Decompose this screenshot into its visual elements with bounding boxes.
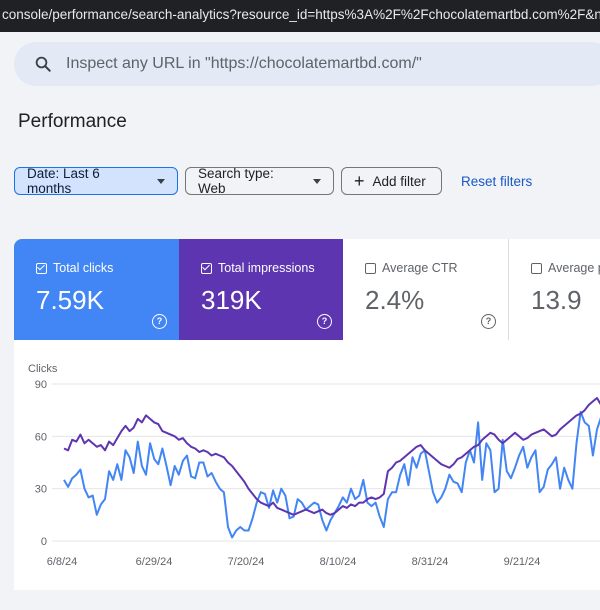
reset-filters-link[interactable]: Reset filters: [461, 174, 533, 189]
x-tick-label: 8/31/24: [412, 556, 449, 568]
page-title: Performance: [18, 111, 127, 132]
metric-card-total-clicks[interactable]: Total clicks 7.59K ?: [14, 239, 179, 340]
performance-chart: Clicks 0 30 60 90 6/8/24 6/29/24 7/20/24 8/10/…: [28, 363, 600, 568]
metric-value: 2.4%: [365, 285, 425, 315]
checkbox-checked-icon: [36, 262, 47, 274]
metric-card-total-impressions[interactable]: Total impressions 319K ?: [179, 239, 343, 340]
clicks-series-line: [63, 410, 600, 539]
add-filter-label: Add filter: [372, 173, 426, 189]
search-type-label: Search type: Web: [198, 166, 274, 196]
browser-url-bar[interactable]: console/performance/search-analytics?res…: [0, 0, 600, 32]
search-icon: [35, 56, 51, 72]
date-filter-chip[interactable]: Date: Last 6 months: [14, 166, 178, 196]
x-tick-label: 6/8/24: [47, 556, 78, 568]
x-tick-label: 9/21/24: [504, 556, 541, 568]
help-icon[interactable]: ?: [317, 314, 332, 329]
metric-value: 13.9: [531, 285, 582, 315]
impressions-series-line: [63, 397, 600, 516]
checkbox-unchecked-icon: [531, 262, 542, 274]
y-tick-label: 90: [35, 379, 47, 391]
metric-label: Average CTR: [382, 261, 458, 275]
filter-bar: Date: Last 6 months Search type: Web + A…: [0, 166, 600, 197]
metric-value: 319K: [201, 285, 262, 315]
help-icon[interactable]: ?: [481, 314, 496, 329]
checkbox-checked-icon: [201, 262, 212, 274]
y-tick-label: 60: [35, 431, 47, 443]
search-type-chip[interactable]: Search type: Web: [185, 166, 334, 196]
x-tick-label: 7/20/24: [228, 556, 265, 568]
metric-cards: Total clicks 7.59K ? Total impressions 3…: [14, 239, 600, 340]
performance-chart-panel: Clicks 0 30 60 90 6/8/24 6/29/24 7/20/24 8/10/…: [14, 340, 600, 590]
x-tick-label: 6/29/24: [136, 556, 173, 568]
y-tick-label: 30: [35, 484, 47, 496]
x-tick-label: 8/10/24: [320, 556, 357, 568]
metric-label: Average p: [548, 261, 600, 275]
date-filter-label: Date: Last 6 months: [27, 166, 100, 196]
metric-card-average-position[interactable]: Average p 13.9: [508, 239, 600, 340]
y-tick-label: 0: [41, 536, 47, 548]
inspect-url-input[interactable]: [66, 50, 586, 78]
chevron-down-icon: [313, 178, 321, 184]
chevron-down-icon: [157, 178, 165, 184]
metric-value: 7.59K: [36, 285, 104, 315]
url-inspect-search[interactable]: [14, 42, 600, 86]
metric-card-average-ctr[interactable]: Average CTR 2.4% ?: [343, 239, 508, 340]
metric-label: Total clicks: [53, 261, 114, 275]
y-axis-label: Clicks: [28, 363, 58, 375]
add-filter-button[interactable]: + Add filter: [341, 167, 442, 195]
checkbox-unchecked-icon: [365, 262, 376, 274]
url-text: console/performance/search-analytics?res…: [2, 7, 600, 22]
help-icon[interactable]: ?: [152, 314, 167, 329]
metric-label: Total impressions: [218, 261, 315, 275]
plus-icon: +: [354, 171, 365, 191]
